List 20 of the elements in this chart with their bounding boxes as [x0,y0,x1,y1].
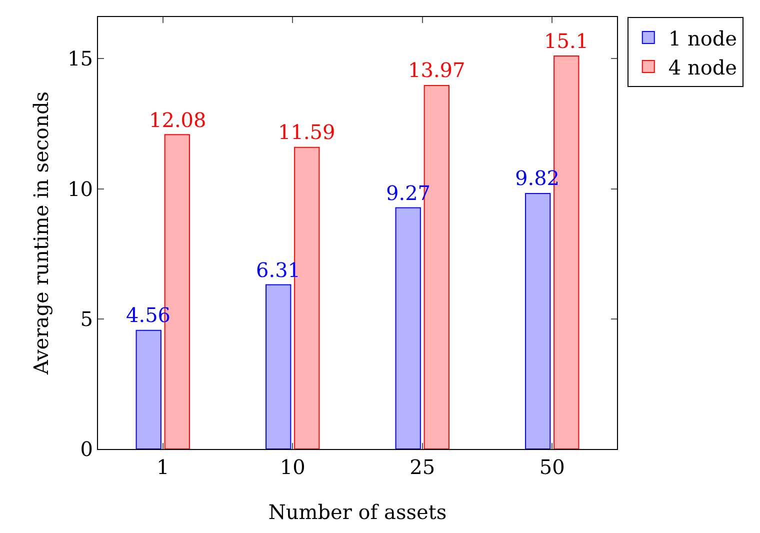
data-label: 11.59 [278,120,336,144]
y-tick-label: 15 [68,46,93,71]
bar [136,330,162,449]
legend-label: 4 node [668,55,738,80]
data-label: 15.1 [544,29,589,53]
x-tick-label: 50 [539,455,565,479]
x-tick-label: 10 [280,455,306,479]
bar [395,207,421,449]
x-axis-title: Number of assets [268,500,447,524]
y-tick-label: 5 [80,306,93,331]
y-tick-label: 10 [68,176,93,201]
x-tick-label: 1 [156,455,170,479]
y-tick-label: 0 [80,437,93,461]
data-label: 12.08 [149,108,206,132]
data-label: 13.97 [408,58,466,82]
bar [266,284,292,449]
y-axis-title: Average runtime in seconds [29,91,53,376]
x-tick-label: 25 [410,455,436,479]
bar [525,192,551,449]
legend-label: 1 node [668,26,738,50]
